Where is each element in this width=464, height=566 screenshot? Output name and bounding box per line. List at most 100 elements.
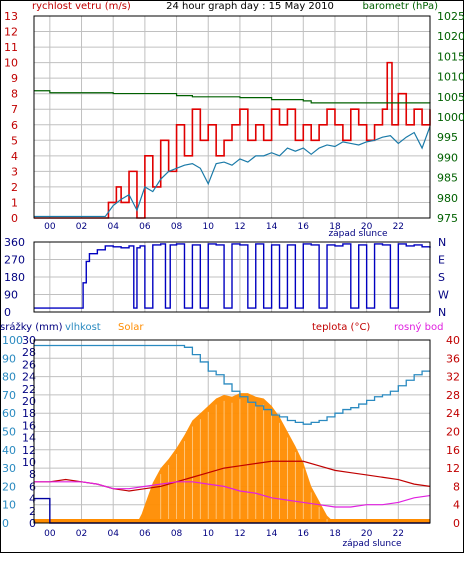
- wind-gust-line: [34, 61, 431, 219]
- baro-y-tick-label: 1020: [437, 30, 464, 43]
- humidity-y-tick-label: 80: [2, 371, 16, 384]
- x-tick-label: 12: [234, 529, 245, 539]
- rain-y-tick-label: 18: [22, 407, 36, 420]
- rain-axis-title: srážky (mm): [0, 321, 63, 333]
- wind-y-tick-label: 7: [11, 103, 18, 116]
- temperature-y-tick-label: 20: [446, 426, 460, 439]
- temp-panel-axes: 0246810121416182022242628300102030405060…: [2, 334, 460, 539]
- compass-label: S: [438, 271, 445, 284]
- rain-y-tick-label: 24: [22, 371, 36, 384]
- x-tick-label: 12: [234, 222, 245, 232]
- rain-y-tick-label: 2: [29, 505, 36, 518]
- compass-label: N: [438, 306, 446, 319]
- wind-y-tick-label: 11: [4, 41, 18, 54]
- x-tick-label: 14: [266, 222, 278, 232]
- wind-panel-axes: 0123456789101112139759809859909951000100…: [4, 10, 464, 232]
- wind-y-tick-label: 9: [11, 72, 18, 85]
- direction-y-tick-label: 90: [4, 289, 18, 302]
- barometer-axis-title: barometr (hPa): [363, 1, 439, 12]
- compass-label: W: [438, 289, 449, 302]
- temperature-legend: teplota (°C): [312, 322, 370, 333]
- x-tick-label: 10: [203, 222, 215, 232]
- x-tick-label: 14: [266, 529, 278, 539]
- direction-y-tick-label: 0: [4, 306, 11, 319]
- x-tick-label: 08: [171, 529, 183, 539]
- rain-y-tick-label: 0: [29, 517, 36, 530]
- baro-y-tick-label: 985: [437, 172, 458, 185]
- wind-y-tick-label: 12: [4, 26, 18, 39]
- sunset-label-top: západ slunce: [328, 229, 388, 239]
- humidity-y-tick-label: 50: [2, 426, 16, 439]
- pressure-line: [34, 90, 431, 104]
- x-tick-label: 04: [107, 529, 119, 539]
- temperature-y-tick-label: 40: [446, 334, 460, 347]
- baro-y-tick-label: 1025: [437, 10, 464, 23]
- temperature-y-tick-label: 4: [453, 499, 460, 512]
- humidity-y-tick-label: 90: [2, 352, 16, 365]
- plot-border: [33, 15, 431, 219]
- wind-y-tick-label: 4: [11, 150, 18, 163]
- x-tick-label: 02: [76, 222, 87, 232]
- rain-y-tick-label: 14: [22, 432, 36, 445]
- rain-y-tick-label: 12: [22, 444, 36, 457]
- plot-border: [33, 241, 431, 313]
- chart-title: 24 hour graph day : 15 May 2010: [166, 1, 334, 12]
- temperature-y-tick-label: 8: [453, 480, 460, 493]
- direction-y-tick-label: 270: [4, 254, 25, 267]
- compass-label: E: [438, 254, 445, 267]
- x-tick-label: 22: [393, 222, 404, 232]
- wind-y-tick-label: 8: [11, 88, 18, 101]
- rain-y-tick-label: 8: [29, 468, 36, 481]
- baro-y-tick-label: 995: [437, 131, 458, 144]
- rain-y-tick-label: 28: [22, 346, 36, 359]
- x-tick-label: 06: [139, 222, 151, 232]
- wind-y-tick-label: 10: [4, 57, 18, 70]
- x-tick-label: 18: [329, 529, 341, 539]
- humidity-y-tick-label: 70: [2, 389, 16, 402]
- humidity-y-tick-label: 100: [2, 334, 23, 347]
- x-tick-label: 20: [361, 529, 373, 539]
- direction-panel-axes: 0 N 90 W 180 S 270 E 360 N: [4, 236, 449, 319]
- rain-y-tick-label: 4: [29, 493, 36, 506]
- x-tick-label: 16: [298, 529, 310, 539]
- plot-border: [33, 339, 431, 524]
- temperature-y-tick-label: 12: [446, 462, 460, 475]
- x-tick-label: 08: [171, 222, 183, 232]
- wind-y-tick-label: 1: [11, 196, 18, 209]
- humidity-y-tick-label: 0: [2, 517, 9, 530]
- wind-direction-trace: [34, 243, 431, 309]
- x-tick-label: 22: [393, 529, 404, 539]
- x-tick-label: 18: [329, 222, 341, 232]
- wind-y-tick-label: 3: [11, 165, 18, 178]
- dew-point-line: [34, 481, 431, 508]
- wind-y-tick-label: 6: [11, 119, 18, 132]
- rain-y-tick-label: 16: [22, 419, 36, 432]
- wind-average-line: [34, 126, 431, 218]
- direction-panel-series: [34, 243, 431, 309]
- x-tick-label: 02: [76, 529, 87, 539]
- direction-y-tick-label: 360: [4, 236, 25, 249]
- x-tick-label: 00: [44, 222, 56, 232]
- baro-y-tick-label: 990: [437, 151, 458, 164]
- humidity-y-tick-label: 60: [2, 407, 16, 420]
- humidity-y-tick-label: 20: [2, 480, 16, 493]
- temperature-y-tick-label: 16: [446, 444, 460, 457]
- rain-y-tick-label: 30: [22, 334, 36, 347]
- solar-baseline: [34, 519, 430, 523]
- temperature-y-tick-label: 28: [446, 389, 460, 402]
- x-tick-label: 00: [44, 529, 56, 539]
- temperature-y-tick-label: 32: [446, 371, 460, 384]
- humidity-legend: vlhkost: [65, 322, 101, 333]
- solar-legend: Solar: [118, 322, 144, 333]
- wind-panel-grid: [34, 15, 430, 219]
- x-tick-label: 20: [361, 222, 373, 232]
- x-tick-label: 04: [107, 222, 119, 232]
- temperature-y-tick-label: 36: [446, 352, 460, 365]
- wind-y-tick-label: 13: [4, 10, 18, 23]
- baro-y-tick-label: 1000: [437, 111, 464, 124]
- wind-speed-axis-title: rychlost vetru (m/s): [32, 1, 131, 12]
- baro-y-tick-label: 1015: [437, 50, 464, 63]
- rain-y-tick-label: 26: [22, 358, 36, 371]
- baro-y-tick-label: 1005: [437, 91, 464, 104]
